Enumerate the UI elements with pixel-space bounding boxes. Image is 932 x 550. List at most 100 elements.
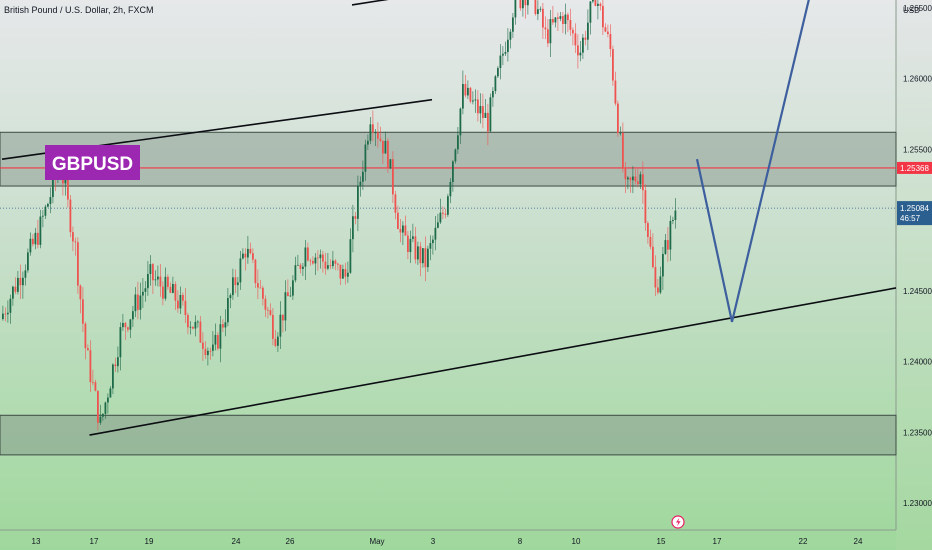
candle-body [537, 9, 539, 15]
y-tick-label: 1.23500 [903, 428, 932, 437]
candle-body [379, 138, 382, 141]
zone-support-resistance [0, 131, 897, 187]
candles-layer [2, 0, 677, 431]
candle-body [629, 177, 632, 181]
candle-body [284, 292, 287, 321]
candle-body [192, 326, 194, 329]
candle-body [269, 310, 272, 315]
candle-body [642, 174, 644, 191]
x-tick-label: 24 [232, 537, 241, 546]
trendline-lower-channel[interactable] [89, 287, 897, 436]
candle-body [604, 27, 607, 32]
candle-body [32, 238, 34, 245]
candle-body [44, 206, 47, 216]
candle-body [429, 243, 432, 249]
candle-body [252, 253, 254, 260]
candle-body [479, 106, 482, 114]
candle-body [164, 276, 167, 299]
candle-body [562, 16, 564, 24]
candle-body [497, 68, 499, 77]
candle-body [449, 181, 452, 197]
candle-body [599, 3, 602, 6]
candle-body [634, 176, 637, 182]
candle-body [622, 132, 624, 169]
candle-body [542, 8, 544, 28]
candle-body [29, 238, 32, 253]
candle-body [582, 37, 584, 53]
candle-body [309, 260, 312, 262]
candle-body [564, 14, 567, 24]
candle-body [357, 185, 359, 219]
candle-body [669, 220, 672, 250]
projection-path[interactable] [695, 0, 885, 323]
y-tick-label: 1.24000 [903, 358, 932, 367]
x-tick-label: 8 [518, 537, 523, 546]
candle-body [527, 0, 529, 6]
candle-body [149, 264, 152, 274]
candle-body [329, 265, 332, 267]
candle-body [162, 286, 164, 299]
candle-body [427, 248, 429, 268]
candle-body [477, 99, 479, 114]
time-axis[interactable]: 13 17 19 24 26 May 3 8 10 15 17 22 24 [32, 537, 863, 546]
candle-body [424, 248, 427, 268]
candle-body [119, 327, 122, 358]
candle-body [567, 14, 569, 21]
candle-body [9, 298, 12, 313]
candle-body [369, 124, 372, 141]
candle-body [419, 246, 422, 264]
candle-body [84, 323, 87, 349]
candle-body [577, 45, 579, 56]
candle-body [407, 235, 409, 253]
candle-body [484, 112, 487, 118]
candle-body [184, 300, 187, 316]
candle-body [469, 87, 472, 102]
candle-body [452, 161, 454, 182]
candle-body [352, 216, 354, 240]
candle-body [332, 260, 334, 267]
candle-body [42, 215, 44, 217]
candle-body [94, 382, 97, 391]
candle-body [617, 103, 619, 134]
candle-body [319, 254, 322, 259]
candle-body [554, 17, 557, 23]
y-tick-label: 1.25500 [903, 145, 932, 154]
candle-body [607, 31, 609, 34]
candle-body [189, 326, 192, 328]
candle-body [337, 263, 339, 265]
candle-body [22, 277, 24, 286]
candle-body [232, 277, 234, 296]
candle-body [27, 252, 29, 271]
candle-body [437, 222, 439, 228]
candle-body [159, 276, 162, 287]
candle-body [509, 31, 512, 40]
candle-body [17, 277, 19, 292]
candle-body [459, 108, 462, 136]
candle-body [199, 321, 202, 343]
candle-body [432, 239, 434, 244]
candle-body [457, 135, 459, 150]
candle-body [47, 203, 49, 207]
candle-body [414, 236, 417, 260]
candle-body [67, 179, 69, 200]
x-tick-label: May [369, 537, 384, 546]
candle-body [34, 232, 37, 245]
candle-body [274, 338, 277, 346]
candle-body [482, 106, 484, 118]
candle-body [344, 269, 347, 277]
candle-body [147, 273, 149, 289]
candle-body [294, 265, 297, 281]
symbol-badge-label: GBPUSD [52, 154, 133, 175]
candle-body [519, 0, 522, 9]
candle-body [672, 219, 674, 221]
candle-body [137, 294, 139, 310]
candle-body [107, 397, 109, 403]
candle-body [89, 350, 92, 383]
candle-body [267, 309, 269, 311]
candle-body [142, 291, 144, 296]
candle-body [612, 49, 614, 81]
candle-body [372, 124, 374, 133]
flash-icon[interactable] [671, 515, 685, 529]
